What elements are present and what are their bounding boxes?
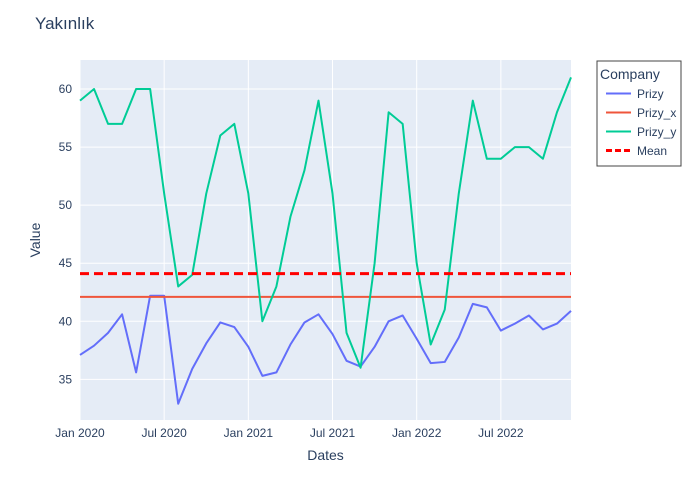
series-line-prizy	[79, 294, 572, 405]
x-tick-label: Jan 2021	[224, 426, 274, 440]
series-line-prizy-y	[79, 77, 572, 369]
y-tick-label: 50	[59, 198, 73, 212]
legend-label: Prizy_x	[637, 106, 676, 120]
x-tick-label: Jan 2020	[55, 426, 105, 440]
x-axis-ticks: Jan 2020 Jul 2020 Jan 2021 Jul 2021 Jan 2022…	[55, 426, 524, 440]
x-axis-label: Dates	[307, 447, 344, 463]
x-gridlines	[79, 60, 502, 420]
y-gridlines	[80, 88, 571, 380]
plot-area	[80, 60, 571, 420]
chart-title: Yakınlık	[35, 14, 95, 33]
legend-items: Prizy Prizy_x Prizy_y Mean	[606, 87, 676, 158]
y-tick-label: 60	[59, 82, 73, 96]
y-tick-label: 40	[59, 314, 73, 328]
y-axis-label: Value	[27, 222, 43, 257]
x-tick-label: Jul 2020	[141, 426, 187, 440]
y-tick-label: 35	[59, 372, 73, 386]
legend-box	[596, 60, 682, 167]
legend-label: Prizy	[637, 87, 664, 101]
series-layer	[79, 77, 572, 405]
legend: Company Prizy Prizy_x Prizy_y Mean	[596, 60, 682, 167]
x-tick-label: Jul 2021	[310, 426, 356, 440]
y-tick-label: 55	[59, 140, 73, 154]
x-tick-label: Jan 2022	[392, 426, 442, 440]
y-axis-ticks: 35 40 45 50 55 60	[59, 82, 73, 386]
x-tick-label: Jul 2022	[478, 426, 524, 440]
y-tick-label: 45	[59, 256, 73, 270]
legend-label: Mean	[637, 144, 667, 158]
legend-title: Company	[600, 66, 660, 82]
legend-label: Prizy_y	[637, 125, 676, 139]
